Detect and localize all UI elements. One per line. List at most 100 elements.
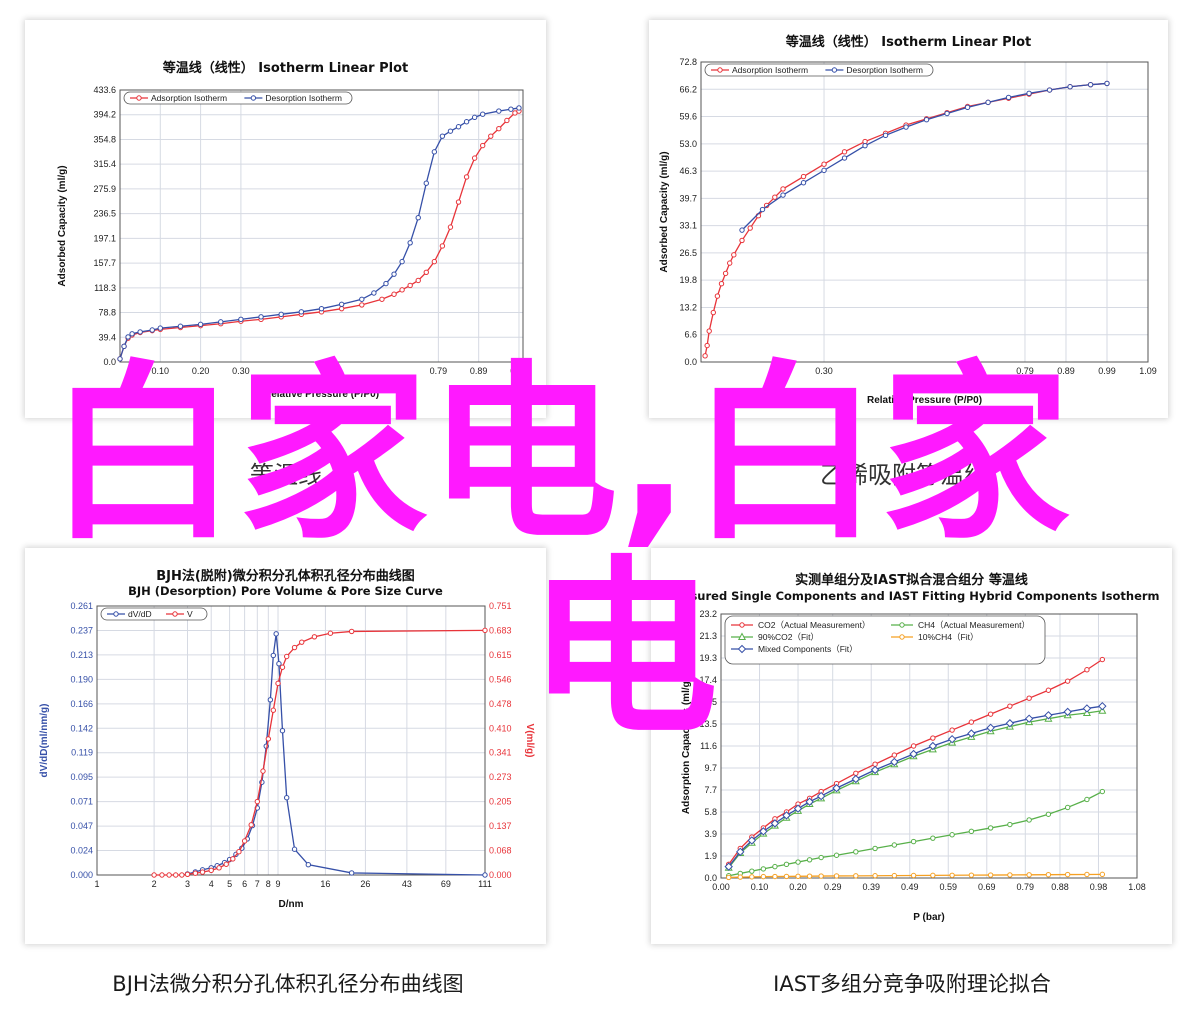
data-point xyxy=(1024,714,1034,723)
data-point xyxy=(260,768,266,774)
x-tick-label: 1.08 xyxy=(1128,882,1146,892)
data-point xyxy=(218,319,224,325)
iast-panel: 实测单组分及IAST拟合混合组分 等温线 Measured Single Comp… xyxy=(651,548,1172,944)
data-point xyxy=(236,849,242,855)
y-tick-label: 0.0 xyxy=(103,357,116,367)
chart-title: 等温线（线性） Isotherm Linear Plot xyxy=(162,60,408,76)
y-tick-label: 15.5 xyxy=(699,697,717,707)
y-tick-label: 0.0 xyxy=(704,873,717,883)
bjh-pore-panel: BJH法(脱附)微分积分孔体积孔径分布曲线图 BJH (Desorption) P… xyxy=(25,548,546,944)
legend-marker xyxy=(899,622,905,628)
data-point xyxy=(985,99,991,106)
y-tick-label: 19.8 xyxy=(679,275,697,285)
y2-tick-label: 0.137 xyxy=(489,821,512,831)
data-point xyxy=(923,116,930,123)
data-point xyxy=(1087,81,1094,88)
legend-marker xyxy=(739,622,745,628)
data-point xyxy=(816,791,826,801)
data-point xyxy=(872,873,878,879)
x-tick-label: 9 xyxy=(276,879,281,889)
data-point xyxy=(197,321,204,328)
y2-tick-label: 0.546 xyxy=(489,674,512,684)
data-point xyxy=(739,227,745,233)
y-tick-label: 0.071 xyxy=(70,797,93,807)
x-tick-label: 0.79 xyxy=(430,366,448,376)
legend: Adsorption Isotherm Desorption Isotherm xyxy=(704,63,934,77)
legend-box xyxy=(123,91,353,105)
y-tick-label: 394.2 xyxy=(93,110,116,120)
data-point xyxy=(407,240,413,246)
series-line xyxy=(119,107,520,360)
data-point xyxy=(199,869,206,875)
gridlines xyxy=(96,605,486,876)
x-tick-label: 0.59 xyxy=(939,882,957,892)
data-point xyxy=(964,104,971,111)
data-point xyxy=(455,124,462,130)
legend-label: 10%CH4（Fit） xyxy=(918,632,978,642)
data-point xyxy=(806,873,813,879)
legend-marker xyxy=(737,632,747,640)
caption-behind-left: 等温线 xyxy=(250,461,322,489)
y2-tick-label: 0.478 xyxy=(489,699,512,709)
data-point xyxy=(930,835,936,841)
y-tick-label: 275.9 xyxy=(93,184,116,194)
data-point xyxy=(706,328,712,334)
data-point xyxy=(447,224,454,230)
data-point xyxy=(968,828,975,835)
data-point xyxy=(482,872,488,878)
x-tick-label: 0.69 xyxy=(978,882,996,892)
data-point xyxy=(818,873,824,879)
data-point xyxy=(383,280,389,287)
y-tick-label: 0.0 xyxy=(684,357,697,367)
y-tick-label: 0.119 xyxy=(71,748,93,758)
data-point xyxy=(327,630,334,636)
data-point xyxy=(1098,701,1107,711)
data-point xyxy=(987,872,994,878)
data-point xyxy=(177,323,184,329)
data-point xyxy=(439,133,446,139)
data-point xyxy=(910,872,917,879)
x-tick-label: 2 xyxy=(152,879,157,889)
data-point xyxy=(930,735,936,741)
legend-marker xyxy=(250,95,257,101)
data-point xyxy=(731,252,737,258)
data-point xyxy=(1099,871,1106,878)
data-point xyxy=(891,842,898,848)
y2-tick-label: 0.000 xyxy=(489,870,512,880)
data-point xyxy=(149,327,155,333)
data-point xyxy=(399,287,405,293)
data-point xyxy=(166,872,172,878)
data-point xyxy=(1005,94,1012,101)
data-point xyxy=(1046,87,1053,93)
data-point xyxy=(780,186,786,192)
y-tick-label: 315.4 xyxy=(93,159,116,169)
y-tick-label: 26.5 xyxy=(679,248,697,258)
y-tick-label: 13.2 xyxy=(679,302,697,312)
series-4 xyxy=(724,701,1107,871)
x-tick-label: 4 xyxy=(209,879,214,889)
data-point xyxy=(192,870,199,876)
data-point xyxy=(117,356,123,362)
y-tick-label: 197.1 xyxy=(93,233,116,243)
data-point xyxy=(872,845,878,852)
series-line xyxy=(154,629,486,876)
plot-frame xyxy=(720,613,1138,879)
data-point xyxy=(291,846,298,852)
data-point xyxy=(423,269,429,275)
legend-box xyxy=(100,607,208,621)
y-tick-label: 0.213 xyxy=(70,650,93,660)
data-point xyxy=(772,873,778,880)
data-point xyxy=(772,863,778,870)
series-0 xyxy=(726,656,1106,868)
data-point xyxy=(265,736,272,742)
data-point xyxy=(179,872,185,878)
series-0 xyxy=(184,631,488,878)
x-axis-label: D/nm xyxy=(279,899,304,910)
data-point xyxy=(722,270,729,277)
x-tick-label: 0.99 xyxy=(1098,366,1116,376)
y-tick-label: 72.8 xyxy=(679,57,697,67)
data-point xyxy=(821,167,827,174)
data-point xyxy=(278,311,284,318)
data-point xyxy=(772,194,778,200)
data-point xyxy=(423,180,429,186)
